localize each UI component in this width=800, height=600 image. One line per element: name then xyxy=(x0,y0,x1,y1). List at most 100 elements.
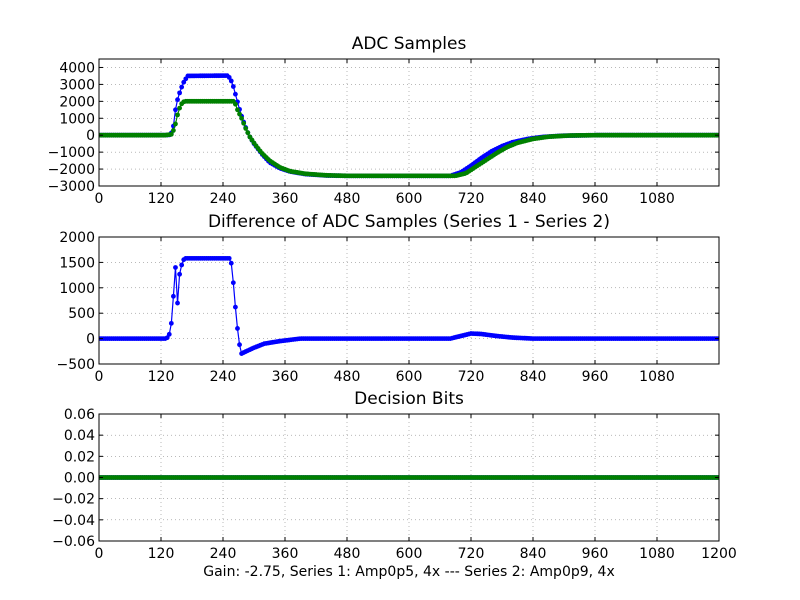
bits-plot-area xyxy=(99,475,719,480)
adc-xtick-label: 120 xyxy=(148,191,175,207)
bits-title: Decision Bits xyxy=(354,389,464,409)
bits-xtick-label: 0 xyxy=(95,546,104,562)
adc-ytick-label: 0 xyxy=(86,128,95,144)
bits-xtick-label: 720 xyxy=(458,546,485,562)
adc-ytick-label: −3000 xyxy=(48,179,95,195)
adc-ticks: 0 120 240 360 480 600 720 840 960 1080 −3000−2000−… xyxy=(48,59,719,207)
adc-xtick-label: 720 xyxy=(458,191,485,207)
adc-xtick-label: 1080 xyxy=(639,191,675,207)
adc-ytick-label: 4000 xyxy=(59,60,95,76)
diff-ytick-label: 1000 xyxy=(59,281,95,297)
adc-series-1-line xyxy=(99,74,719,177)
bits-ytick-label: 0.02 xyxy=(64,449,95,465)
diff-series-1-point xyxy=(173,265,178,270)
diff-xtick-label: 840 xyxy=(520,369,547,385)
adc-ytick-label: 2000 xyxy=(59,94,95,110)
adc-series-2-point xyxy=(243,126,249,131)
adc-xtick-label: 480 xyxy=(334,191,361,207)
diff-ytick-label: 2000 xyxy=(59,230,95,246)
adc-series-2-point xyxy=(245,130,251,136)
adc-ytick-label: 3000 xyxy=(59,77,95,93)
diff-series-1-point xyxy=(177,271,183,277)
diff-series-1-point xyxy=(168,320,174,326)
adc-series-1-point xyxy=(177,90,183,96)
adc-xtick-label: 0 xyxy=(95,191,104,207)
diff-series-1-point xyxy=(226,255,232,261)
adc-series-1-point xyxy=(226,74,232,80)
bits-xtick-label: 960 xyxy=(582,546,609,562)
adc-xtick-label: 960 xyxy=(582,191,609,207)
adc-xtick-label: 240 xyxy=(210,191,237,207)
adc-series-1-point xyxy=(233,91,238,97)
diff-xtick-label: 720 xyxy=(458,369,485,385)
adc-ytick-label: −2000 xyxy=(48,162,95,178)
adc-ytick-label: −1000 xyxy=(48,145,95,161)
adc-xtick-label: 360 xyxy=(272,191,299,207)
diff-xtick-label: 360 xyxy=(272,369,299,385)
adc-xtick-label: 840 xyxy=(520,191,547,207)
bits-xtick-label: 1080 xyxy=(639,546,675,562)
diff-xtick-label: 1080 xyxy=(639,369,675,385)
adc-series-1-point xyxy=(175,97,180,103)
diff-series-1-point xyxy=(233,304,238,310)
diff-xtick-label: 240 xyxy=(210,369,237,385)
bits-ytick-label: 0.00 xyxy=(64,471,95,487)
diff-series-1-point xyxy=(175,300,180,306)
bits-xtick-label: 240 xyxy=(210,546,237,562)
diff-series-1-point xyxy=(230,280,236,286)
adc-series-2-point xyxy=(235,107,240,113)
bits-xtick-label: 360 xyxy=(272,546,299,562)
difference-panel: 0 120 240 360 480 600 720 840 960 1080−5000500100… xyxy=(57,212,720,385)
decision-bits-panel: 0 120 240 360 480 600 720 840 960 1080 1200 −0.06 −0… xyxy=(52,389,737,580)
adc-samples-panel: 0 120 240 360 480 600 720 840 960 1080 −3000−2000−… xyxy=(48,34,720,207)
diff-series-1 xyxy=(99,255,719,356)
bits-series-2 xyxy=(99,475,719,480)
diff-xtick-label: 120 xyxy=(148,369,175,385)
diff-ticks: 0 120 240 360 480 600 720 840 960 1080−5000500100… xyxy=(57,230,719,385)
diff-series-1-point xyxy=(235,326,240,331)
adc-xtick-label: 600 xyxy=(396,191,423,207)
adc-series-2-point xyxy=(177,105,183,111)
adc-series-2-point xyxy=(171,127,176,133)
adc-series-2-point xyxy=(173,121,178,127)
diff-ytick-label: −500 xyxy=(57,357,95,373)
bits-xlabel: Gain: -2.75, Series 1: Amp0p5, 4x --- Se… xyxy=(203,564,614,580)
adc-title: ADC Samples xyxy=(352,34,467,54)
diff-ytick-label: 0 xyxy=(86,332,95,348)
diff-xtick-label: 480 xyxy=(334,369,361,385)
diff-series-1-point xyxy=(171,293,176,299)
diff-xtick-label: 960 xyxy=(582,369,609,385)
adc-series-2-point xyxy=(233,101,238,107)
diff-plot-area xyxy=(99,255,719,356)
diff-ytick-label: 500 xyxy=(68,306,95,322)
bits-xtick-label: 600 xyxy=(396,546,423,562)
diff-ytick-label: 1500 xyxy=(59,255,95,271)
bits-xtick-label: 120 xyxy=(148,546,175,562)
diff-series-1-point xyxy=(179,262,185,268)
adc-series-1-point xyxy=(173,107,178,113)
bits-ytick-label: −0.02 xyxy=(52,492,95,508)
adc-series-1-point xyxy=(230,84,236,89)
bits-ytick-label: −0.06 xyxy=(52,534,95,550)
diff-xtick-label: 600 xyxy=(396,369,423,385)
bits-ticks: 0 120 240 360 480 600 720 840 960 1080 1200 −0.06 −0… xyxy=(52,407,737,562)
diff-series-1-point xyxy=(228,260,234,266)
bits-xtick-label: 480 xyxy=(334,546,361,562)
adc-series-2-point xyxy=(168,131,174,137)
bits-xtick-label: 1200 xyxy=(701,546,737,562)
adc-series-1-point xyxy=(228,78,234,84)
bits-ytick-label: −0.04 xyxy=(52,513,95,529)
diff-xtick-label: 0 xyxy=(95,369,104,385)
bits-ytick-label: 0.04 xyxy=(64,428,95,444)
adc-series-2-point xyxy=(237,111,242,117)
adc-series-2-point xyxy=(175,112,180,118)
bits-xtick-label: 840 xyxy=(520,546,547,562)
adc-series-1-point xyxy=(179,84,185,90)
adc-series-2 xyxy=(99,98,719,179)
adc-series-2-point xyxy=(239,115,245,121)
bits-ytick-label: 0.06 xyxy=(64,407,95,423)
adc-series-1 xyxy=(99,73,719,179)
diff-series-1-point xyxy=(237,342,242,348)
adc-plot-area xyxy=(99,73,719,179)
